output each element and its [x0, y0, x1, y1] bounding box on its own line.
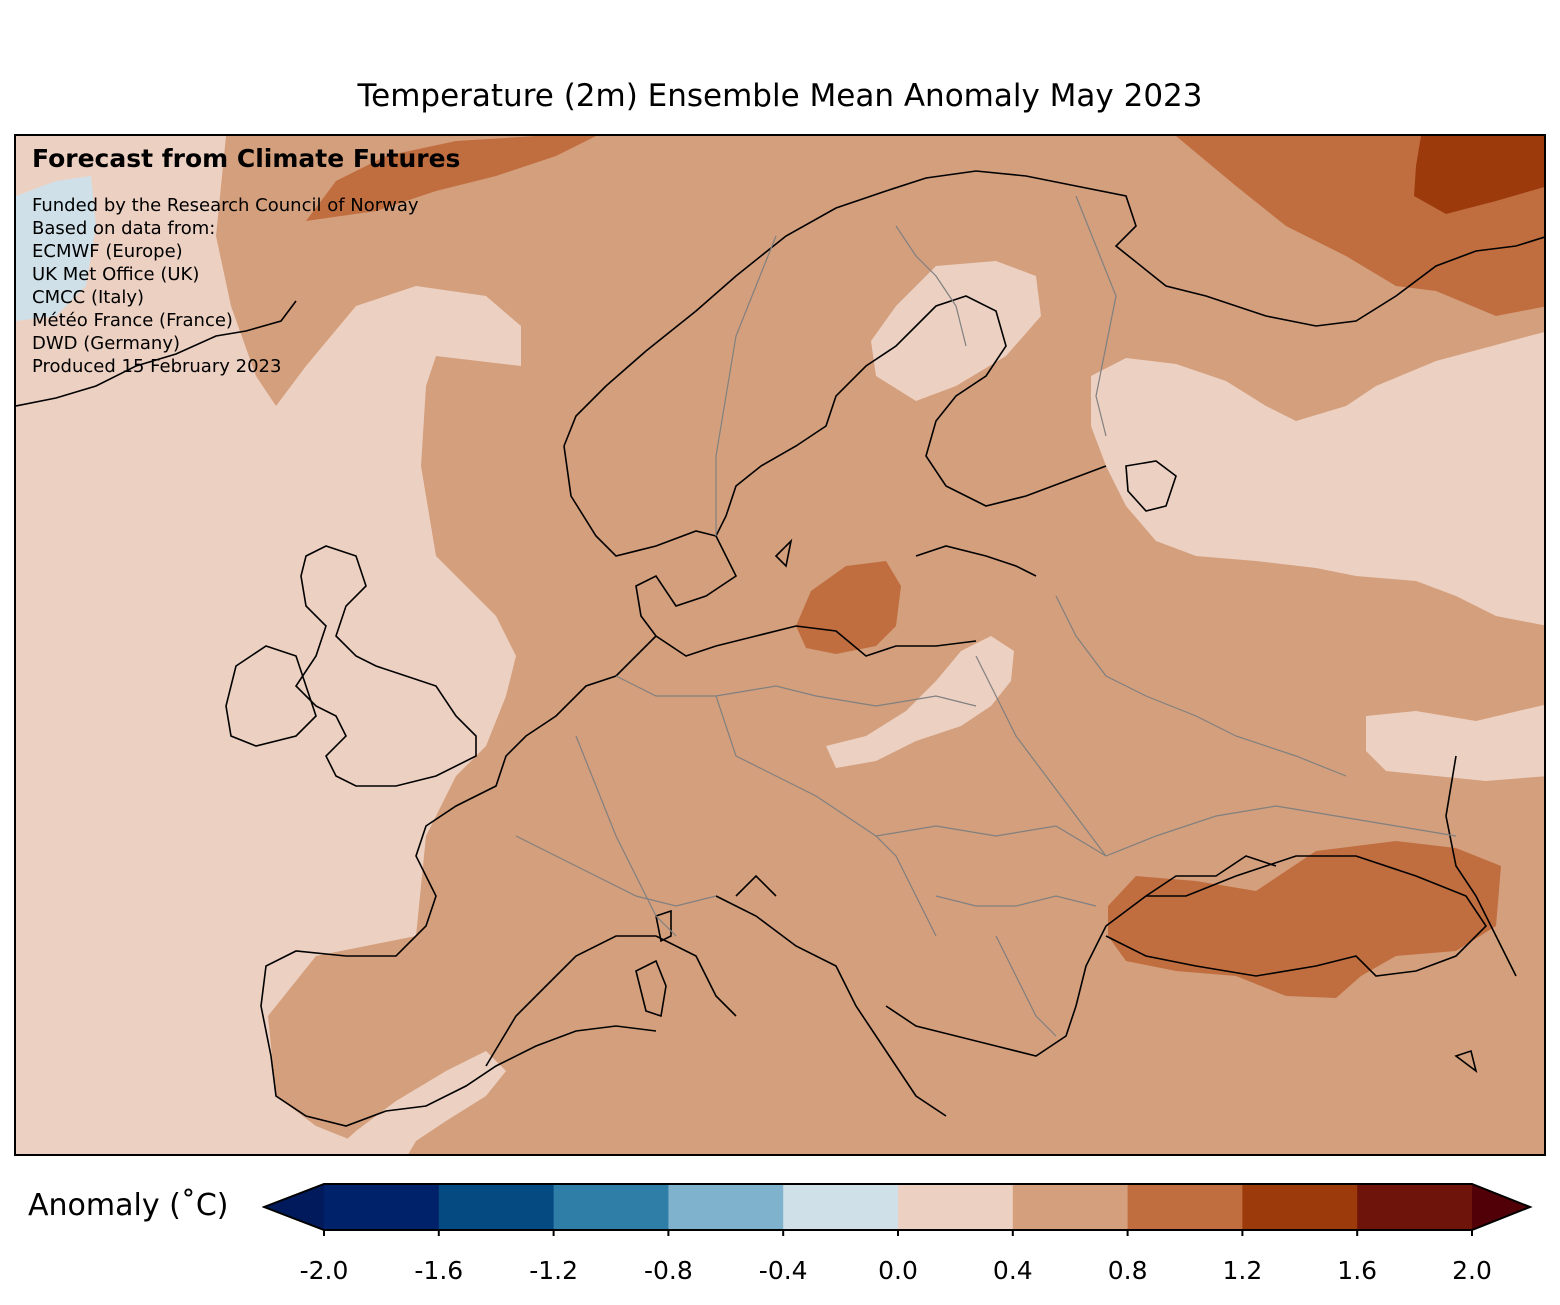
map-title: Temperature (2m) Ensemble Mean Anomaly M…	[357, 78, 1203, 114]
credit-line: Funded by the Research Council of Norway	[32, 195, 419, 216]
colorbar-tick-label: -1.6	[414, 1256, 464, 1285]
colorbar-tick-label: 1.6	[1337, 1256, 1378, 1285]
colorbar-extend-min	[264, 1184, 324, 1230]
colorbar-bin	[668, 1184, 784, 1230]
colorbar-tick-label: -0.8	[644, 1256, 693, 1285]
colorbar-tick-label: 0.8	[1107, 1256, 1148, 1285]
colorbar	[261, 1180, 1534, 1240]
colorbar-bin	[783, 1184, 899, 1230]
credit-line: Météo France (France)	[32, 310, 233, 331]
colorbar-bin	[324, 1184, 440, 1230]
anomaly-region-light-spain	[330, 1051, 506, 1154]
colorbar-bin	[438, 1184, 555, 1230]
colorbar-bin	[1012, 1184, 1129, 1230]
colorbar-tick-label: 0.0	[878, 1256, 918, 1285]
colorbar-label: Anomaly (˚C)	[28, 1188, 229, 1223]
credit-line: Produced 15 February 2023	[32, 356, 282, 377]
map-area: Forecast from Climate Futures Funded by …	[14, 134, 1546, 1156]
country-borders	[515, 195, 1457, 1037]
anomaly-region-hot-northeast	[1414, 136, 1544, 214]
colorbar-tick-label: 0.4	[992, 1256, 1033, 1285]
anomaly-region-light-finland	[871, 261, 1041, 401]
colorbar-extend-max	[1472, 1184, 1530, 1230]
colorbar-tick-label: -0.4	[758, 1256, 808, 1285]
anomaly-region-negative	[16, 176, 96, 321]
credits-block: Funded by the Research Council of Norway…	[32, 194, 419, 378]
colorbar-bin	[1242, 1184, 1358, 1230]
anomaly-region-light-east	[1366, 704, 1544, 781]
credit-line: Based on data from:	[32, 218, 216, 239]
colorbar-tick-label: -2.0	[299, 1256, 349, 1285]
anomaly-region-warm-north	[306, 136, 596, 221]
credit-line: ECMWF (Europe)	[32, 241, 183, 262]
credit-line: DWD (Germany)	[32, 333, 181, 354]
colorbar-bin	[1127, 1184, 1243, 1230]
anomaly-region-light-poland	[826, 636, 1014, 768]
anomaly-region-light-russia	[1091, 332, 1544, 626]
overlay-heading: Forecast from Climate Futures	[32, 144, 461, 173]
anomaly-region-warm-baltic	[796, 561, 901, 654]
colorbar-bin	[553, 1184, 669, 1230]
colorbar-tick-label: -1.2	[529, 1256, 578, 1285]
colorbar-bin	[898, 1184, 1014, 1230]
anomaly-map	[16, 136, 1544, 1154]
coastlines	[16, 170, 1544, 1127]
colorbar-tick-label: 1.2	[1222, 1256, 1263, 1285]
colorbar-bin	[1357, 1184, 1473, 1230]
colorbar-tick-label: 2.0	[1452, 1256, 1492, 1285]
anomaly-region-warm-blacksea	[1108, 841, 1501, 998]
colorbar-svg	[261, 1183, 1533, 1238]
credit-line: UK Met Office (UK)	[32, 264, 200, 285]
credit-line: CMCC (Italy)	[32, 287, 145, 308]
